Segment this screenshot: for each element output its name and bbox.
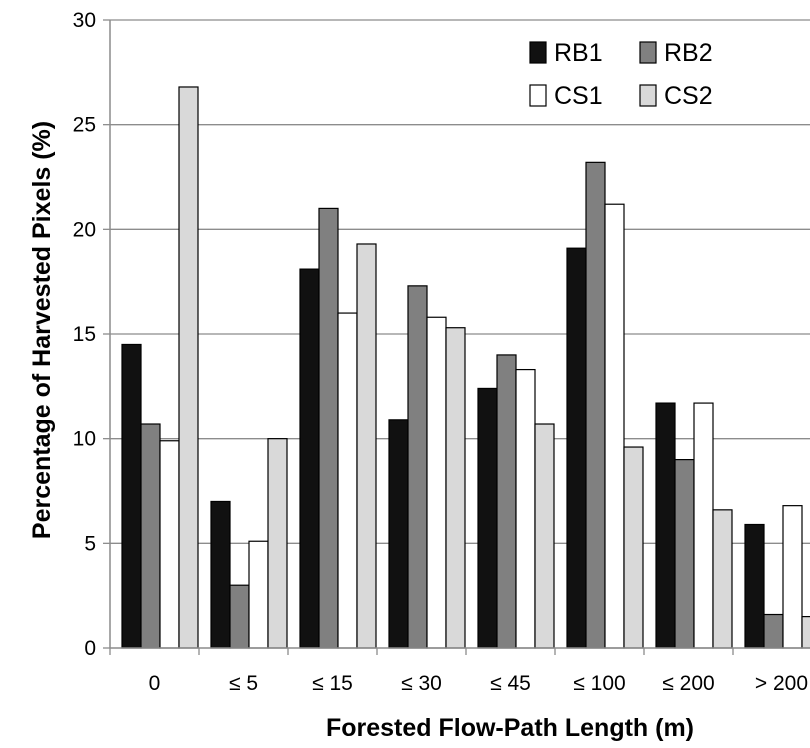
legend-swatch-rb2 bbox=[639, 41, 657, 64]
x-tick-label: ≤ 15 bbox=[312, 672, 353, 695]
bar-cs2-7 bbox=[801, 615, 810, 649]
bar-cs2-0 bbox=[178, 86, 199, 649]
x-tick-label: > 200 bbox=[755, 672, 808, 695]
y-tick-label: 0 bbox=[84, 637, 96, 660]
bar-cs1-3 bbox=[426, 316, 447, 649]
bar-rb2-4 bbox=[496, 354, 517, 649]
bar-rb1-0 bbox=[121, 343, 142, 649]
bar-rb2-3 bbox=[407, 285, 428, 649]
x-tick-label: ≤ 30 bbox=[401, 672, 442, 695]
bar-rb2-6 bbox=[674, 459, 695, 649]
bar-cs2-1 bbox=[267, 438, 288, 649]
x-tick-label: ≤ 5 bbox=[229, 672, 258, 695]
y-axis-title: Percentage of Harvested Pixels (%) bbox=[28, 121, 56, 539]
legend-label-cs1: CS1 bbox=[554, 82, 603, 110]
y-tick-labels: 0 5 10 15 20 25 30 bbox=[73, 9, 96, 660]
bar-cs1-4 bbox=[515, 368, 536, 649]
bar-rb2-2 bbox=[318, 207, 339, 649]
bar-rb2-7 bbox=[763, 613, 784, 649]
bar-rb1-3 bbox=[388, 419, 409, 649]
x-tick-label: ≤ 45 bbox=[490, 672, 531, 695]
bar-rb1-7 bbox=[744, 523, 765, 649]
x-tick-label: ≤ 100 bbox=[573, 672, 625, 695]
legend-label-cs2: CS2 bbox=[664, 82, 713, 110]
bar-cs2-2 bbox=[356, 243, 377, 649]
legend-label-rb2: RB2 bbox=[664, 39, 713, 67]
bar-rb1-6 bbox=[655, 402, 676, 649]
legend: RB1 RB2 CS1 CS2 bbox=[529, 39, 713, 110]
bar-cs2-5 bbox=[623, 446, 644, 649]
y-tick-label: 25 bbox=[73, 114, 96, 137]
y-tick-label: 10 bbox=[73, 428, 96, 451]
bar-rb2-0 bbox=[140, 423, 161, 649]
bar-cs1-0 bbox=[159, 440, 180, 649]
legend-swatch-cs1 bbox=[529, 84, 547, 107]
legend-label-rb1: RB1 bbox=[554, 39, 603, 67]
bar-rb1-5 bbox=[566, 247, 587, 649]
bar-cs2-4 bbox=[534, 423, 555, 649]
bar-rb1-2 bbox=[299, 268, 320, 649]
bar-cs1-2 bbox=[337, 312, 358, 649]
bar-rb2-1 bbox=[229, 584, 250, 649]
y-tick-label: 5 bbox=[84, 532, 96, 555]
bar-rb1-4 bbox=[477, 387, 498, 649]
x-tick-labels: 0 ≤ 5 ≤ 15 ≤ 30 ≤ 45 ≤ 100 ≤ 200 > 200 bbox=[149, 672, 808, 695]
bar-cs1-5 bbox=[604, 203, 625, 649]
axes bbox=[109, 20, 810, 655]
legend-swatch-rb1 bbox=[529, 41, 547, 64]
x-tick-label: 0 bbox=[149, 672, 161, 695]
x-axis-title: Forested Flow-Path Length (m) bbox=[326, 714, 694, 742]
bar-cs1-6 bbox=[693, 402, 714, 649]
bar-cs2-3 bbox=[445, 327, 466, 649]
y-tick-label: 30 bbox=[73, 9, 96, 32]
bar-cs2-6 bbox=[712, 509, 733, 649]
bar-rb2-5 bbox=[585, 161, 606, 649]
bars bbox=[121, 86, 810, 649]
y-tick-label: 15 bbox=[73, 323, 96, 346]
bar-cs1-1 bbox=[248, 540, 269, 649]
y-tick-label: 20 bbox=[73, 218, 96, 241]
bar-rb1-1 bbox=[210, 500, 231, 649]
x-tick-label: ≤ 200 bbox=[662, 672, 714, 695]
bar-cs1-7 bbox=[782, 505, 803, 649]
legend-swatch-cs2 bbox=[639, 84, 657, 107]
